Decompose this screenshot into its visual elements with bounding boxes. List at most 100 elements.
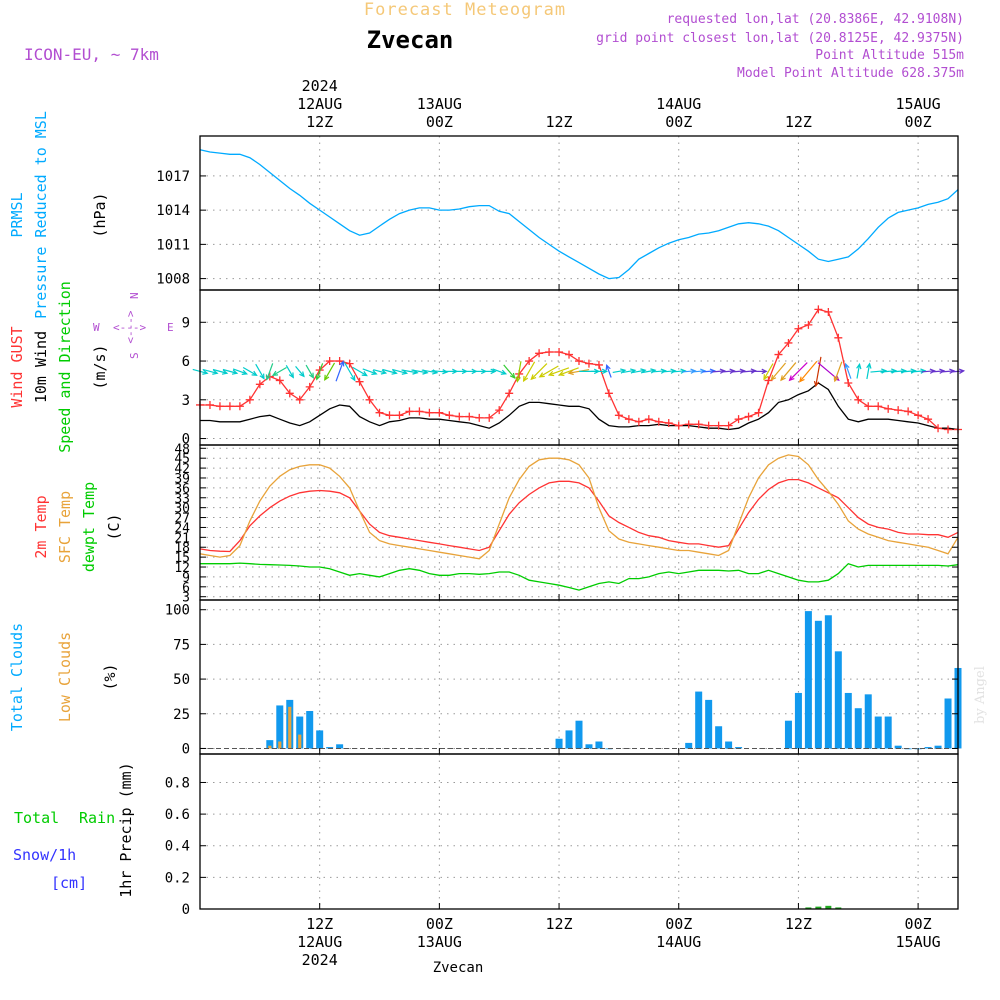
wind-arrow-head [241, 369, 249, 375]
temperature-ytick-label: 21 [174, 531, 190, 546]
wind-arrow-head [339, 360, 345, 367]
bottom-time-label: 2024 [302, 951, 338, 969]
wind-arrow [890, 370, 906, 373]
wind-arrow [548, 367, 570, 376]
gust-marker [874, 402, 883, 411]
clouds-ytick-label: 25 [173, 707, 190, 723]
wind-arrow-head [630, 368, 637, 374]
top-time-label: 13AUG [417, 95, 462, 113]
compass-west-label: W [93, 321, 100, 334]
wind-arrow [900, 370, 916, 373]
top-time-label: 12AUG [297, 95, 342, 113]
clouds-bar [725, 741, 733, 749]
wind-series-line-0 [200, 308, 958, 431]
wind-arrow [712, 370, 725, 373]
wind-arrow [763, 363, 774, 380]
gust-marker [375, 408, 384, 417]
wind-arrow [222, 368, 238, 374]
pressure-series-line-0 [199, 149, 959, 280]
gust-marker [285, 389, 294, 398]
clouds-bar [268, 745, 272, 749]
gust-marker [864, 402, 873, 411]
precip-side-label: Total [14, 809, 59, 827]
clouds-bar [298, 734, 302, 749]
gust-marker [225, 402, 234, 411]
wind-arrow [692, 370, 705, 373]
wind-arrow [516, 361, 522, 382]
footer-station: Zvecan [433, 960, 484, 976]
gust-marker [714, 421, 723, 430]
clouds-bar [575, 720, 583, 749]
wind-arrow [870, 370, 886, 373]
temperature-label: 2m Temp [32, 495, 50, 558]
wind-arrow-head [442, 368, 449, 375]
precip-bar [825, 905, 832, 909]
bottom-time-label: 00Z [905, 915, 932, 933]
wind-label: (m/s) [91, 344, 109, 389]
wind-arrow-head [221, 369, 229, 375]
chart-title: Forecast Meteogram [364, 0, 566, 20]
top-time-label: 14AUG [656, 95, 701, 113]
compass-north-label: N [128, 292, 141, 299]
wind-arrow-head [391, 369, 398, 375]
temperature-ytick-label: 12 [174, 561, 190, 576]
wind-arrow [352, 366, 368, 377]
gust-marker [894, 406, 903, 415]
wind-arrow [856, 364, 861, 379]
wind-arrow [612, 369, 626, 374]
wind-ytick-label: 0 [182, 432, 190, 448]
wind-arrow-head [729, 368, 736, 374]
wind-label: 10m Wind [32, 331, 50, 403]
precip-bar [815, 906, 822, 909]
clouds-bar [585, 744, 593, 749]
frame-layer [199, 135, 959, 910]
clouds-bar [316, 730, 324, 749]
wind-arrow [921, 370, 935, 373]
wind-arrow-head [538, 372, 545, 378]
wind-arrow-head [780, 375, 786, 382]
gust-marker [634, 417, 643, 426]
top-time-label: 12Z [785, 113, 812, 131]
wind-arrow-head [558, 370, 565, 376]
gust-marker [724, 421, 733, 430]
wind-arrow [492, 368, 506, 375]
wind-ytick-label: 3 [182, 393, 190, 409]
wind-arrow [382, 368, 397, 374]
precip-side-label: Snow/1h [13, 846, 76, 864]
wind-arrow [266, 363, 274, 380]
wind-arrow-head [212, 369, 219, 375]
wind-arrow-head [259, 373, 265, 380]
gust-marker [205, 400, 214, 409]
temperature-label: dewpt Temp [80, 482, 98, 572]
wind-arrow-head [770, 374, 777, 381]
top-time-label: 12Z [546, 113, 573, 131]
gust-marker [804, 320, 813, 329]
wind-arrow-head [530, 374, 537, 381]
bottom-time-label: 14AUG [656, 933, 701, 951]
gust-marker [275, 376, 284, 385]
wind-arrow [539, 365, 559, 378]
top-time-label: 15AUG [896, 95, 941, 113]
wind-arrow-head [509, 372, 516, 379]
precip-ytick-label: 0.2 [165, 870, 190, 886]
wind-arrow [305, 364, 314, 378]
gust-marker [355, 377, 364, 386]
gust-marker [545, 348, 554, 356]
wind-arrow-head [709, 368, 717, 374]
wind-arrow [815, 356, 822, 387]
wind-arrow-head [308, 372, 315, 379]
wind-arrow [702, 370, 715, 373]
wind-arrow [232, 368, 247, 375]
clouds-bar [784, 720, 792, 749]
wind-arrow-head [798, 376, 805, 383]
wind-arrow [932, 370, 945, 373]
bottom-time-label: 12Z [306, 915, 333, 933]
wind-arrow [255, 363, 265, 379]
wind-ytick-label: 9 [182, 315, 190, 331]
model-altitude: Model Point Altitude 628.375m [737, 66, 964, 81]
wind-arrow-head [788, 375, 795, 382]
gust-marker [385, 411, 394, 420]
gust-marker [495, 406, 504, 415]
clouds-bar [266, 740, 274, 749]
